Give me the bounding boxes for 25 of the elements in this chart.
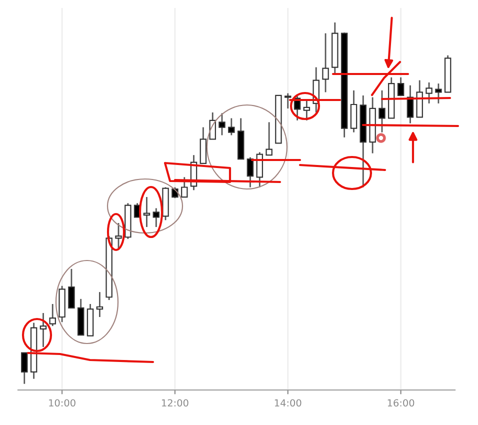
candlestick bbox=[322, 32, 329, 93]
candlestick bbox=[284, 92, 292, 110]
candlestick bbox=[181, 176, 188, 198]
candlestick bbox=[49, 303, 56, 327]
candlestick bbox=[266, 122, 272, 156]
x-tick-label: 12:00 bbox=[162, 399, 188, 407]
candlestick bbox=[246, 156, 254, 188]
candlestick bbox=[152, 208, 160, 228]
candlestick bbox=[426, 82, 432, 104]
x-tick-label: 10:00 bbox=[49, 399, 76, 407]
candlestick bbox=[350, 90, 358, 134]
candlestick bbox=[115, 222, 122, 249]
candlestick bbox=[378, 90, 386, 134]
candlestick bbox=[21, 352, 28, 385]
candlestick bbox=[96, 291, 104, 318]
candlestick bbox=[435, 82, 442, 104]
candlestick bbox=[40, 312, 47, 348]
candlestick bbox=[228, 118, 235, 136]
candlestick bbox=[397, 76, 404, 96]
x-tick-label: 16:00 bbox=[388, 399, 414, 407]
candlestick bbox=[68, 268, 75, 309]
candlestick bbox=[143, 196, 150, 228]
candlestick bbox=[303, 99, 310, 122]
x-tick-label: 14:00 bbox=[274, 399, 302, 407]
candlestick bbox=[218, 112, 226, 136]
